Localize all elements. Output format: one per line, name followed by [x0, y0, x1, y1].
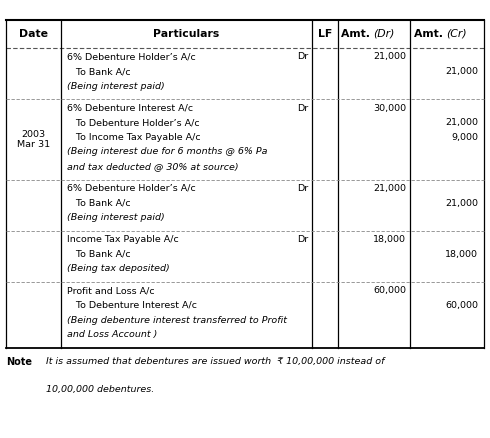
Text: 10,00,000 debentures.: 10,00,000 debentures.: [46, 385, 154, 394]
Text: To Bank A/c: To Bank A/c: [67, 198, 130, 208]
Text: 2003
Mar 31: 2003 Mar 31: [17, 130, 50, 149]
Text: 60,000: 60,000: [445, 301, 478, 310]
Text: Note: Note: [6, 357, 32, 367]
Text: 6% Debenture Interest A/c: 6% Debenture Interest A/c: [67, 104, 193, 113]
Text: 60,000: 60,000: [373, 286, 406, 295]
Text: and tax deducted @ 30% at source): and tax deducted @ 30% at source): [67, 162, 238, 171]
Text: 21,000: 21,000: [373, 53, 406, 61]
Text: 21,000: 21,000: [445, 67, 478, 76]
Text: Dr: Dr: [297, 184, 308, 193]
Text: Profit and Loss A/c: Profit and Loss A/c: [67, 286, 154, 295]
Text: 21,000: 21,000: [445, 198, 478, 208]
Text: To Income Tax Payable A/c: To Income Tax Payable A/c: [67, 133, 200, 142]
Text: 6% Debenture Holder’s A/c: 6% Debenture Holder’s A/c: [67, 184, 196, 193]
Text: 30,000: 30,000: [373, 104, 406, 113]
Text: (Being interest paid): (Being interest paid): [67, 82, 164, 91]
Text: 18,000: 18,000: [445, 250, 478, 259]
Text: (Being interest paid): (Being interest paid): [67, 213, 164, 222]
Text: It is assumed that debentures are issued worth  ₹ 10,00,000 instead of: It is assumed that debentures are issued…: [46, 357, 385, 367]
Text: 18,000: 18,000: [373, 235, 406, 244]
Text: Income Tax Payable A/c: Income Tax Payable A/c: [67, 235, 178, 244]
Text: Amt.: Amt.: [341, 29, 374, 39]
Text: To Debenture Holder’s A/c: To Debenture Holder’s A/c: [67, 118, 199, 127]
Text: 9,000: 9,000: [451, 133, 478, 142]
Text: (Being debenture interest transferred to Profit: (Being debenture interest transferred to…: [67, 315, 287, 325]
Text: To Bank A/c: To Bank A/c: [67, 250, 130, 259]
Text: LF: LF: [318, 29, 332, 39]
Text: (Being tax deposited): (Being tax deposited): [67, 265, 170, 273]
Text: Dr: Dr: [297, 53, 308, 61]
Text: (Cr): (Cr): [446, 29, 467, 39]
Text: Date: Date: [19, 29, 48, 39]
Text: Particulars: Particulars: [153, 29, 220, 39]
Text: 21,000: 21,000: [373, 184, 406, 193]
Text: To Bank A/c: To Bank A/c: [67, 67, 130, 76]
Text: (Dr): (Dr): [374, 29, 395, 39]
Text: 21,000: 21,000: [445, 118, 478, 127]
Text: To Debenture Interest A/c: To Debenture Interest A/c: [67, 301, 196, 310]
Text: and Loss Account ): and Loss Account ): [67, 330, 157, 339]
Text: Dr: Dr: [297, 235, 308, 244]
Text: Amt.: Amt.: [414, 29, 446, 39]
Text: 6% Debenture Holder’s A/c: 6% Debenture Holder’s A/c: [67, 53, 196, 61]
Text: (Being interest due for 6 months @ 6% Pa: (Being interest due for 6 months @ 6% Pa: [67, 148, 267, 156]
Text: Dr: Dr: [297, 104, 308, 113]
